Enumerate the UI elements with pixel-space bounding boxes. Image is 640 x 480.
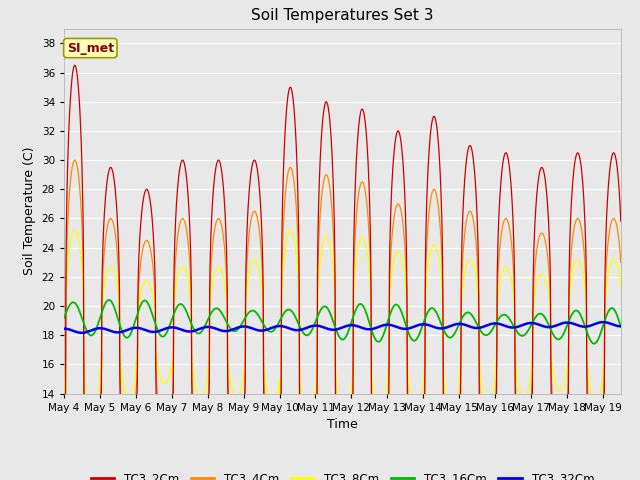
Title: Soil Temperatures Set 3: Soil Temperatures Set 3: [251, 9, 434, 24]
X-axis label: Time: Time: [327, 418, 358, 431]
Y-axis label: Soil Temperature (C): Soil Temperature (C): [23, 147, 36, 276]
Text: SI_met: SI_met: [67, 42, 114, 55]
Legend: TC3_2Cm, TC3_4Cm, TC3_8Cm, TC3_16Cm, TC3_32Cm: TC3_2Cm, TC3_4Cm, TC3_8Cm, TC3_16Cm, TC3…: [86, 468, 599, 480]
